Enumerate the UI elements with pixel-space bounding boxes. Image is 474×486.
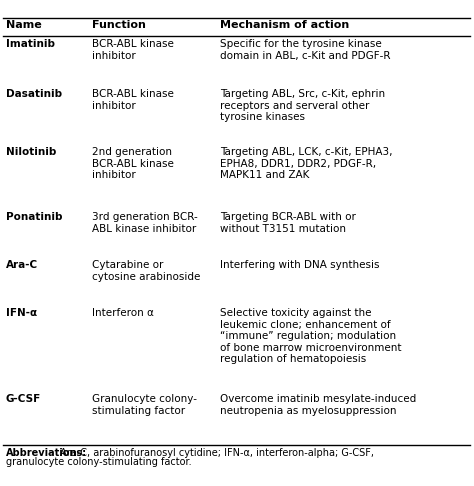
Text: Interfering with DNA synthesis: Interfering with DNA synthesis	[220, 260, 380, 270]
Text: Cytarabine or
cytosine arabinoside: Cytarabine or cytosine arabinoside	[92, 260, 201, 281]
Text: G-CSF: G-CSF	[6, 394, 41, 404]
Text: IFN-α: IFN-α	[6, 308, 37, 318]
Text: Targeting ABL, Src, c-Kit, ephrin
receptors and serveral other
tyrosine kinases: Targeting ABL, Src, c-Kit, ephrin recept…	[220, 89, 385, 122]
Text: Dasatinib: Dasatinib	[6, 89, 62, 99]
Text: BCR-ABL kinase
inhibitor: BCR-ABL kinase inhibitor	[92, 39, 174, 61]
Text: Nilotinib: Nilotinib	[6, 147, 56, 157]
Text: Overcome imatinib mesylate-induced
neutropenia as myelosuppression: Overcome imatinib mesylate-induced neutr…	[220, 394, 417, 416]
Text: Mechanism of action: Mechanism of action	[220, 20, 350, 30]
Text: Selective toxicity against the
leukemic clone; enhancement of
“immune” regulatio: Selective toxicity against the leukemic …	[220, 308, 402, 364]
Text: 3rd generation BCR-
ABL kinase inhibitor: 3rd generation BCR- ABL kinase inhibitor	[92, 212, 198, 234]
Text: Ara-C, arabinofuranosyl cytidine; IFN-α, interferon-alpha; G-CSF,: Ara-C, arabinofuranosyl cytidine; IFN-α,…	[57, 448, 374, 458]
Text: 2nd generation
BCR-ABL kinase
inhibitor: 2nd generation BCR-ABL kinase inhibitor	[92, 147, 174, 180]
Text: BCR-ABL kinase
inhibitor: BCR-ABL kinase inhibitor	[92, 89, 174, 111]
Text: Function: Function	[92, 20, 146, 30]
Text: Targeting BCR-ABL with or
without T3151 mutation: Targeting BCR-ABL with or without T3151 …	[220, 212, 356, 234]
Text: Specific for the tyrosine kinase
domain in ABL, c-Kit and PDGF-R: Specific for the tyrosine kinase domain …	[220, 39, 391, 61]
Text: Abbreviations:: Abbreviations:	[6, 448, 87, 458]
Text: Ponatinib: Ponatinib	[6, 212, 62, 222]
Text: Name: Name	[6, 20, 41, 30]
Text: Targeting ABL, LCK, c-Kit, EPHA3,
EPHA8, DDR1, DDR2, PDGF-R,
MAPK11 and ZAK: Targeting ABL, LCK, c-Kit, EPHA3, EPHA8,…	[220, 147, 393, 180]
Text: Granulocyte colony-
stimulating factor: Granulocyte colony- stimulating factor	[92, 394, 198, 416]
Text: Ara-C: Ara-C	[6, 260, 38, 270]
Text: Interferon α: Interferon α	[92, 308, 155, 318]
Text: Imatinib: Imatinib	[6, 39, 55, 49]
Text: granulocyte colony-stimulating factor.: granulocyte colony-stimulating factor.	[6, 457, 191, 468]
